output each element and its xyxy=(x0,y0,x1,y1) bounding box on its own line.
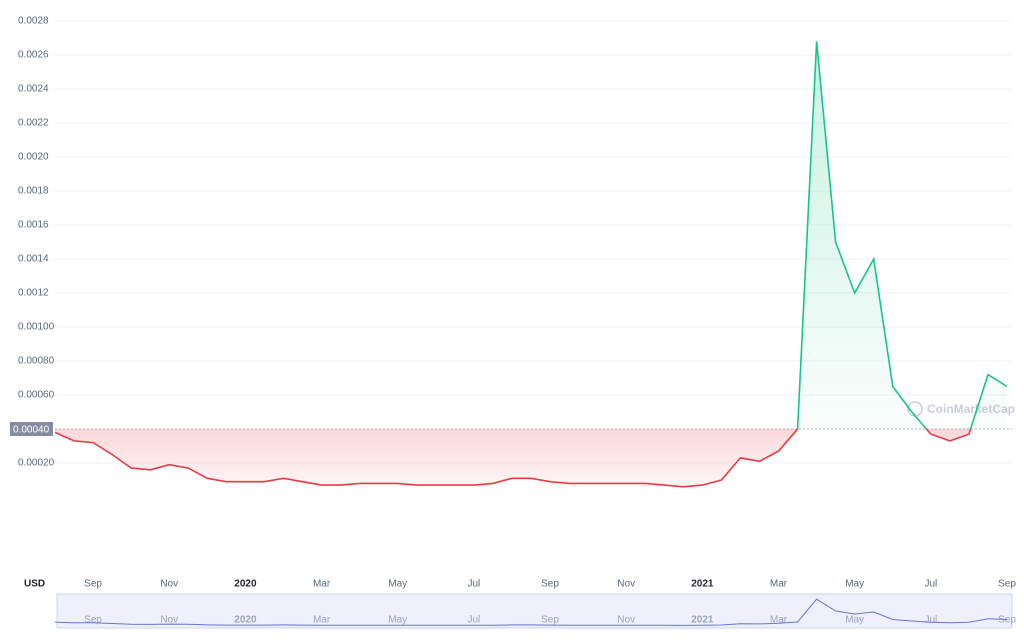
x-tick-label: Sep xyxy=(84,579,102,590)
x-tick-label: May xyxy=(845,579,864,590)
y-tick-label: 0.0026 xyxy=(18,50,49,61)
x-tick-label: Sep xyxy=(998,579,1016,590)
navigator-label: Jul xyxy=(467,615,480,626)
y-tick-label: 0.00060 xyxy=(18,390,55,401)
x-tick-label: 2020 xyxy=(234,579,257,590)
y-tick-label: 0.00020 xyxy=(18,458,55,469)
y-tick-label: 0.0024 xyxy=(18,84,49,95)
y-tick-label: 0.0012 xyxy=(18,288,49,299)
navigator-label: Nov xyxy=(160,615,178,626)
navigator-label: 2021 xyxy=(691,615,714,626)
x-tick-label: May xyxy=(388,579,407,590)
navigator-label: Sep xyxy=(84,615,102,626)
navigator-line xyxy=(54,598,1008,626)
navigator-label: May xyxy=(388,615,407,626)
y-tick-label: 0.0018 xyxy=(18,186,49,197)
navigator-label: May xyxy=(845,615,864,626)
navigator-label: Sep xyxy=(998,615,1016,626)
x-tick-label: Jul xyxy=(924,579,937,590)
x-tick-label: Jul xyxy=(467,579,480,590)
y-tick-label: 0.0014 xyxy=(18,254,49,265)
price-area xyxy=(55,41,1007,487)
x-tick-label: Mar xyxy=(770,579,788,590)
navigator-label: 2020 xyxy=(234,615,257,626)
y-tick-label: 0.00080 xyxy=(18,356,55,367)
y-tick-label: 0.00100 xyxy=(18,322,55,333)
x-tick-label: Mar xyxy=(313,579,331,590)
x-tick-label: Nov xyxy=(617,579,635,590)
currency: USD xyxy=(24,579,45,590)
navigator-label: Jul xyxy=(924,615,937,626)
x-tick-label: Sep xyxy=(541,579,559,590)
baseline-label: 0.00040 xyxy=(13,425,50,436)
x-tick-label: Nov xyxy=(160,579,178,590)
y-tick-label: 0.0028 xyxy=(18,16,49,27)
navigator[interactable] xyxy=(56,593,1013,629)
navigator-label: Nov xyxy=(617,615,635,626)
y-tick-label: 0.0016 xyxy=(18,220,49,231)
baseline-label-box xyxy=(10,422,53,436)
price-line xyxy=(54,41,1008,488)
x-tick-label: 2021 xyxy=(691,579,714,590)
y-tick-label: 0.0022 xyxy=(18,118,49,129)
navigator-label: Sep xyxy=(541,615,559,626)
y-tick-label: 0.0020 xyxy=(18,152,49,163)
navigator-label: Mar xyxy=(770,615,788,626)
navigator-label: Mar xyxy=(313,615,331,626)
